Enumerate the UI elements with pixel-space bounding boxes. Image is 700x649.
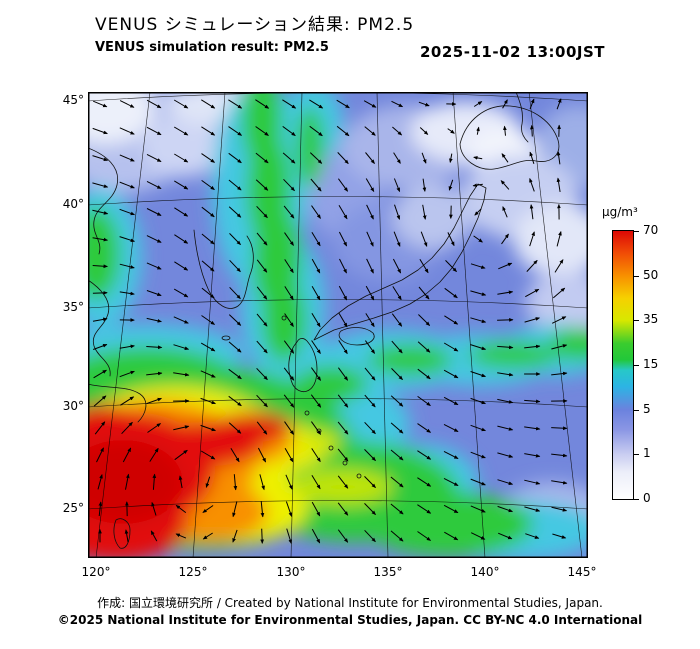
colorbar: 70 50 35 15 5 1 0 bbox=[612, 223, 687, 505]
lon-tick-label: 135° bbox=[373, 565, 403, 579]
map-canvas bbox=[88, 92, 588, 558]
colorbar-tick-mark bbox=[634, 454, 639, 456]
colorbar-tick-label: 70 bbox=[643, 223, 659, 237]
colorbar-tick-label: 0 bbox=[643, 491, 651, 505]
colorbar-tick-label: 1 bbox=[643, 446, 651, 461]
timestamp: 2025-11-02 13:00JST bbox=[420, 43, 606, 61]
map-panel: 45° 40° 35° 30° 25° 120° 125° 130° 135° 140° 145° bbox=[63, 92, 596, 579]
parallel-25 bbox=[88, 500, 588, 510]
coast-shikoku bbox=[338, 327, 375, 346]
graticule bbox=[88, 92, 588, 558]
footer-license: ©2025 National Institute for Environment… bbox=[57, 613, 643, 627]
colorbar-tick-mark bbox=[634, 231, 639, 232]
meridian-120 bbox=[95, 92, 151, 558]
colorbar-tick-label: 35 bbox=[643, 312, 659, 327]
coast-korea bbox=[193, 229, 254, 309]
footer-credit: 作成: 国立環境研究所 / Created by National Instit… bbox=[97, 596, 603, 610]
lat-tick-label: 30° bbox=[62, 399, 84, 413]
concentration-field bbox=[88, 92, 588, 558]
map-frame bbox=[88, 92, 588, 558]
page-title-en: VENUS simulation result: PM2.5 bbox=[95, 40, 329, 55]
meridian-125 bbox=[192, 92, 226, 558]
colorbar-ticks: 70 50 35 15 5 1 0 bbox=[634, 223, 684, 505]
colorbar-tick-label: 50 bbox=[643, 267, 659, 282]
lon-tick-label: 140° bbox=[470, 565, 500, 579]
parallel-30 bbox=[88, 398, 588, 408]
colorbar-unit-label: µg/m³ bbox=[602, 205, 638, 219]
parallel-35 bbox=[88, 299, 588, 309]
colorbar-tick-mark bbox=[634, 365, 639, 366]
lat-tick-label: 40° bbox=[62, 197, 84, 211]
parallel-40 bbox=[88, 196, 588, 206]
coast-taiwan bbox=[113, 518, 131, 549]
colorbar-tick-label: 15 bbox=[643, 357, 659, 371]
meridian-135 bbox=[376, 92, 389, 558]
lon-tick-label: 125° bbox=[178, 565, 208, 579]
meridian-130 bbox=[290, 92, 303, 558]
lon-axis: 120° 125° 130° 135° 140° 145° bbox=[82, 558, 597, 580]
colorbar-tick-mark bbox=[634, 499, 639, 500]
colorbar-tick-mark bbox=[634, 320, 639, 322]
lat-tick-label: 25° bbox=[62, 501, 84, 515]
coast-sakhalin bbox=[515, 92, 529, 143]
coast-china-north bbox=[88, 147, 119, 255]
coast-china-shanghai bbox=[88, 383, 147, 423]
meridian-140 bbox=[452, 92, 486, 558]
colorbar-tick-mark bbox=[634, 409, 639, 411]
lon-tick-label: 145° bbox=[567, 565, 597, 579]
lat-tick-label: 45° bbox=[62, 93, 84, 107]
lon-tick-label: 130° bbox=[276, 565, 306, 579]
wind-arrows bbox=[92, 98, 568, 544]
lat-axis: 45° 40° 35° 30° 25° bbox=[48, 92, 84, 558]
colorbar-gradient bbox=[612, 230, 634, 500]
page-title-ja: VENUS シミュレーション結果: PM2.5 bbox=[95, 15, 415, 35]
lat-tick-label: 35° bbox=[62, 300, 84, 314]
coast-honshu bbox=[313, 183, 487, 341]
meridian-145 bbox=[528, 92, 583, 558]
coast-kyushu bbox=[288, 338, 318, 393]
coast-china-yellow-sea bbox=[88, 279, 111, 377]
lon-tick-label: 120° bbox=[81, 565, 111, 579]
colorbar-tick-label: 5 bbox=[643, 401, 651, 416]
coastlines bbox=[88, 92, 560, 549]
colorbar-tick-mark bbox=[634, 275, 639, 277]
